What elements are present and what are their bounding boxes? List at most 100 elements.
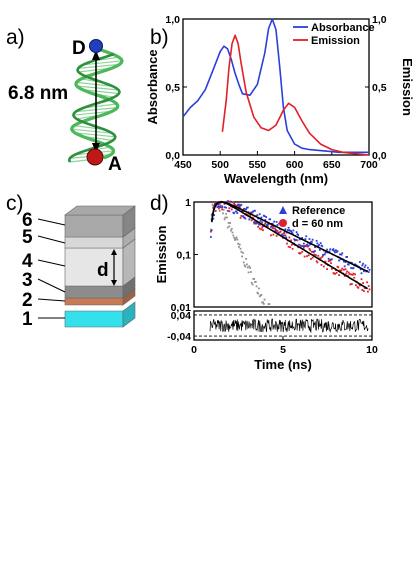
data-point (238, 243, 241, 246)
y-axis-label: Emission (154, 226, 169, 284)
data-point (328, 250, 331, 253)
data-point (270, 226, 272, 228)
data-point (330, 258, 333, 261)
data-point (243, 207, 246, 210)
data-point (308, 238, 311, 240)
data-point (269, 218, 272, 221)
data-point (221, 208, 224, 211)
spectra-chart: 450 500 550 600 650 7000,00,51,00,00,51,0Wave… (145, 14, 415, 186)
data-point (314, 254, 317, 256)
data-point (256, 214, 259, 216)
data-point (315, 260, 318, 263)
data-point (347, 271, 350, 274)
helix-strand (69, 48, 124, 160)
distance-arrow-head-bottom (92, 143, 100, 153)
data-point (354, 273, 356, 276)
layer-front (64, 285, 124, 299)
y-tick-label-left: 0,5 (165, 82, 180, 94)
data-point (285, 236, 288, 239)
data-point (284, 228, 287, 231)
data-point (254, 280, 257, 283)
donor-sphere (89, 39, 103, 53)
data-point (265, 216, 268, 218)
data-point (275, 220, 278, 223)
data-point (338, 274, 340, 277)
layer-front (64, 214, 124, 238)
panel-d-label: d) (150, 192, 169, 215)
data-point (266, 224, 268, 227)
data-point (263, 298, 266, 301)
legend-entry: Absorbance (311, 22, 375, 34)
helix-rung (76, 81, 114, 87)
data-point (258, 223, 260, 226)
data-point (292, 229, 295, 232)
data-point (274, 227, 276, 230)
data-point (334, 272, 336, 275)
data-point (327, 257, 330, 260)
data-point (305, 235, 308, 238)
data-point (228, 210, 231, 213)
data-point (253, 222, 256, 225)
data-point (326, 268, 328, 271)
distance-label: 6.8 nm (8, 83, 68, 104)
y-tick-label-left: 1,0 (165, 14, 180, 26)
data-point (284, 234, 287, 237)
helix-rung (82, 60, 123, 66)
data-point (212, 217, 215, 220)
data-point (324, 251, 327, 254)
helix-rung (77, 63, 120, 69)
thickness-arrow-head-top (111, 249, 117, 255)
data-point (218, 209, 221, 212)
legend-marker-triangle (279, 206, 287, 214)
data-point (290, 243, 293, 246)
data-point (238, 203, 240, 206)
data-point (321, 255, 324, 258)
layer-top (64, 205, 136, 216)
data-point (275, 234, 278, 237)
data-point (218, 207, 220, 210)
data-point (368, 268, 371, 271)
data-point (271, 227, 274, 229)
data-point (313, 250, 316, 253)
helix-rung (74, 132, 116, 138)
layer-front (64, 310, 124, 328)
data-point (363, 266, 366, 269)
data-point (234, 237, 237, 240)
data-point (231, 201, 234, 204)
layer-front (64, 236, 124, 249)
data-point (313, 253, 316, 256)
data-point (231, 231, 234, 234)
data-point (286, 229, 289, 231)
data-point (309, 249, 312, 252)
data-point (264, 222, 267, 225)
data-point (359, 268, 362, 271)
data-point (283, 231, 286, 234)
x-tick-label: 10 (366, 344, 378, 356)
data-point (226, 209, 229, 212)
data-point (259, 219, 262, 222)
data-point (291, 247, 294, 250)
decay-chart: 0 5 10 1 0,1 0,010,04 -0,04 Time (ns) Emission Re… (154, 197, 378, 372)
data-point (236, 212, 239, 215)
data-point (260, 293, 263, 296)
data-point (331, 249, 334, 251)
data-point (244, 217, 247, 220)
data-point (361, 289, 364, 291)
legend-marker-circle (279, 219, 287, 227)
layer-leader-line (37, 235, 66, 244)
data-point (350, 267, 352, 269)
data-point (233, 202, 236, 205)
data-point (222, 208, 225, 211)
data-point (227, 221, 230, 224)
data-point (266, 225, 269, 228)
data-point (330, 267, 333, 270)
fit-curve (211, 201, 368, 273)
data-point (240, 250, 243, 253)
data-point (242, 215, 244, 218)
data-point (226, 200, 229, 203)
data-point (310, 258, 312, 260)
data-point (310, 240, 313, 243)
data-point (342, 268, 345, 271)
data-point (233, 212, 236, 215)
